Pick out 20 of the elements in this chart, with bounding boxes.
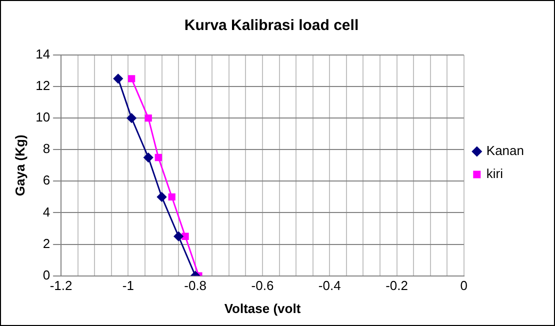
y-tick-label: 8 <box>42 141 50 156</box>
y-tick-label: 10 <box>36 110 50 125</box>
x-tick-label: -1.2 <box>50 278 72 294</box>
x-tick-label: -0.2 <box>386 278 408 294</box>
y-tick-label: 0 <box>42 267 50 282</box>
y-tick-label: 12 <box>36 78 50 94</box>
legend-label: kiri <box>486 166 504 182</box>
y-tick-label: 2 <box>42 236 50 251</box>
x-axis-title: Voltase (volt <box>224 300 302 316</box>
x-tick-label: -0.8 <box>184 278 207 294</box>
y-tick-label: 14 <box>36 46 50 62</box>
y-tick-label: 6 <box>42 172 50 188</box>
y-tick-label: 4 <box>42 204 50 220</box>
x-tick-label: -0.6 <box>251 278 274 294</box>
legend-label: Kanan <box>486 143 524 158</box>
y-axis-title: Gaya (Kg) <box>12 134 28 196</box>
chart-title: Kurva Kalibrasi load cell <box>184 17 359 34</box>
x-tick-label: -1 <box>122 278 134 294</box>
x-tick-label: 0 <box>460 278 468 294</box>
x-tick-label: -0.4 <box>318 278 341 294</box>
